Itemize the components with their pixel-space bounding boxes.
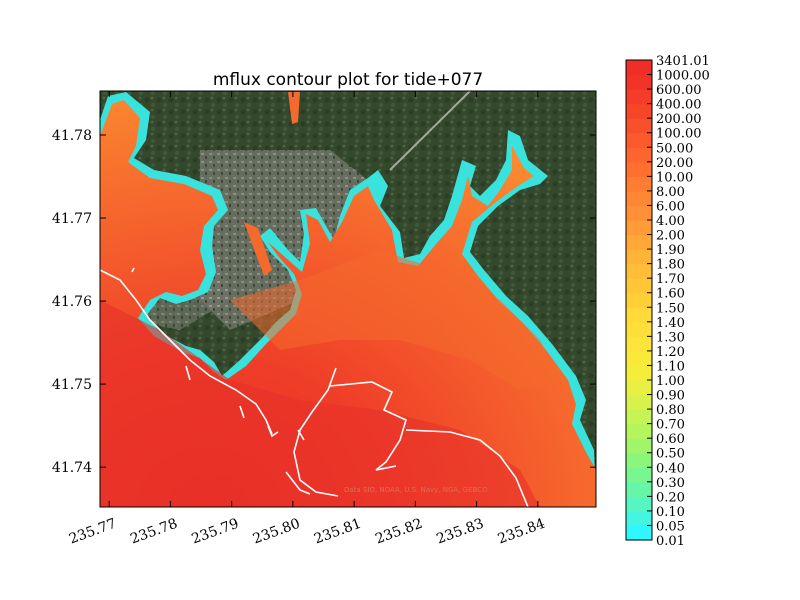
y-tick-label: 41.76 [52, 294, 92, 310]
colorbar: 0.010.050.100.200.300.400.500.600.700.80… [625, 54, 710, 549]
x-tick-label: 235.78 [128, 516, 180, 548]
water-mid-band [230, 250, 560, 390]
colorbar-tick-label: 1.30 [656, 330, 685, 345]
colorbar-tick-label: 0.40 [656, 461, 685, 476]
colorbar-tick-label: 6.00 [656, 199, 685, 214]
colorbar-tick-label: 2.00 [656, 229, 685, 244]
y-tick-label: 41.74 [52, 460, 92, 476]
colorbar-tick-label: 8.00 [656, 185, 685, 200]
colorbar-segment [626, 249, 652, 265]
colorbar-tick-label: 1.40 [656, 316, 685, 331]
town-area [200, 150, 380, 330]
colorbar-tick-label: 1.90 [656, 243, 685, 258]
colorbar-segment [626, 452, 652, 468]
colorbar-segment [626, 394, 652, 410]
colorbar-tick-label: 3401.01 [656, 54, 710, 69]
x-tick-label: 235.79 [190, 516, 242, 548]
colorbar-segment [626, 438, 652, 454]
colorbar-tick-label: 1.70 [656, 272, 685, 287]
colorbar-segment [626, 481, 652, 497]
colorbar-tick-label: 4.00 [656, 214, 685, 229]
colorbar-segment [626, 350, 652, 367]
water-deep-core [100, 300, 540, 507]
colorbar-tick-label: 0.20 [656, 490, 685, 505]
y-axis: 41.74 41.75 41.76 41.77 41.78 [52, 128, 596, 476]
colorbar-tick-label: 1.10 [656, 359, 685, 374]
x-tick-label: 235.84 [496, 516, 548, 548]
colorbar-tick-label: 0.70 [656, 418, 685, 433]
colorbar-tick-label: 1.50 [656, 301, 685, 316]
colorbar-segment [626, 321, 652, 337]
colorbar-tick-label: 0.05 [656, 519, 685, 534]
x-tick-label: 235.83 [434, 516, 486, 548]
colorbar-tick-label: 0.01 [656, 534, 685, 549]
x-tick-label: 235.77 [67, 516, 119, 548]
colorbar-segment [626, 147, 652, 163]
colorbar-tick-label: 400.00 [656, 98, 702, 113]
y-tick-label: 41.77 [52, 211, 92, 227]
colorbar-segment [626, 234, 652, 250]
colorbar-segment [626, 132, 652, 148]
colorbar-segment [626, 496, 652, 512]
colorbar-tick-label: 0.90 [656, 389, 685, 404]
chart-title: mflux contour plot for tide+077 [213, 70, 483, 90]
colorbar-tick-label: 1.20 [656, 345, 685, 360]
colorbar-tick-label: 100.00 [656, 127, 702, 142]
colorbar-segment [626, 278, 652, 294]
colorbar-tick-label: 20.00 [656, 156, 693, 171]
colorbar-segment [626, 510, 652, 527]
colorbar-segment [626, 336, 652, 352]
colorbar-segment [626, 220, 652, 236]
highway [389, 91, 471, 171]
colorbar-frame [625, 59, 653, 541]
colorbar-tick-label: 1.00 [656, 374, 685, 389]
basemap-credit: Data SIO, NOAA, U.S. Navy, NGA, GEBCO [344, 486, 488, 494]
colorbar-segment [626, 365, 652, 381]
y-tick-label: 41.78 [52, 128, 92, 144]
colorbar-tick-label: 50.00 [656, 141, 693, 156]
colorbar-tick-label: 0.80 [656, 403, 685, 418]
colorbar-segment [626, 176, 652, 192]
x-tick-label: 235.82 [373, 516, 425, 548]
colorbar-tick-label: 1000.00 [656, 69, 710, 84]
colorbar-segment [626, 292, 652, 308]
colorbar-segment [626, 263, 652, 279]
colorbar-tick-label: 0.60 [656, 432, 685, 447]
colorbar-tick-label: 0.30 [656, 476, 685, 491]
colorbar-segment [626, 409, 652, 425]
colorbar-segment [626, 423, 652, 439]
colorbar-tick-label: 200.00 [656, 112, 702, 127]
colorbar-segment [626, 525, 652, 541]
axes-frame [99, 90, 597, 508]
colorbar-tick-label: 0.10 [656, 505, 685, 520]
colorbar-segment [626, 161, 652, 177]
x-tick-label: 235.81 [312, 516, 364, 548]
colorbar-segment [626, 307, 652, 323]
colorbar-tick-label: 1.60 [656, 287, 685, 302]
colorbar-tick-label: 1.80 [656, 258, 685, 273]
colorbar-segment [626, 60, 652, 76]
colorbar-tick-label: 10.00 [656, 170, 693, 185]
colorbar-segment [626, 467, 652, 483]
colorbar-segment [626, 118, 652, 134]
water-inlet [288, 92, 300, 124]
colorbar-tick-label: 0.50 [656, 447, 685, 462]
colorbar-tick-label: 600.00 [656, 83, 702, 98]
water-inlet [244, 222, 272, 276]
colorbar-segment [626, 89, 652, 105]
colorbar-segment [626, 190, 652, 207]
plot-area: Data SIO, NOAA, U.S. Navy, NGA, GEBCO [100, 91, 596, 507]
y-tick-label: 41.75 [52, 377, 92, 393]
shoreline-contours [100, 267, 529, 507]
colorbar-segment [626, 103, 652, 119]
colorbar-segment [626, 380, 652, 396]
colorbar-segment [626, 205, 652, 221]
colorbar-segment [626, 74, 652, 90]
x-tick-label: 235.80 [251, 516, 303, 548]
